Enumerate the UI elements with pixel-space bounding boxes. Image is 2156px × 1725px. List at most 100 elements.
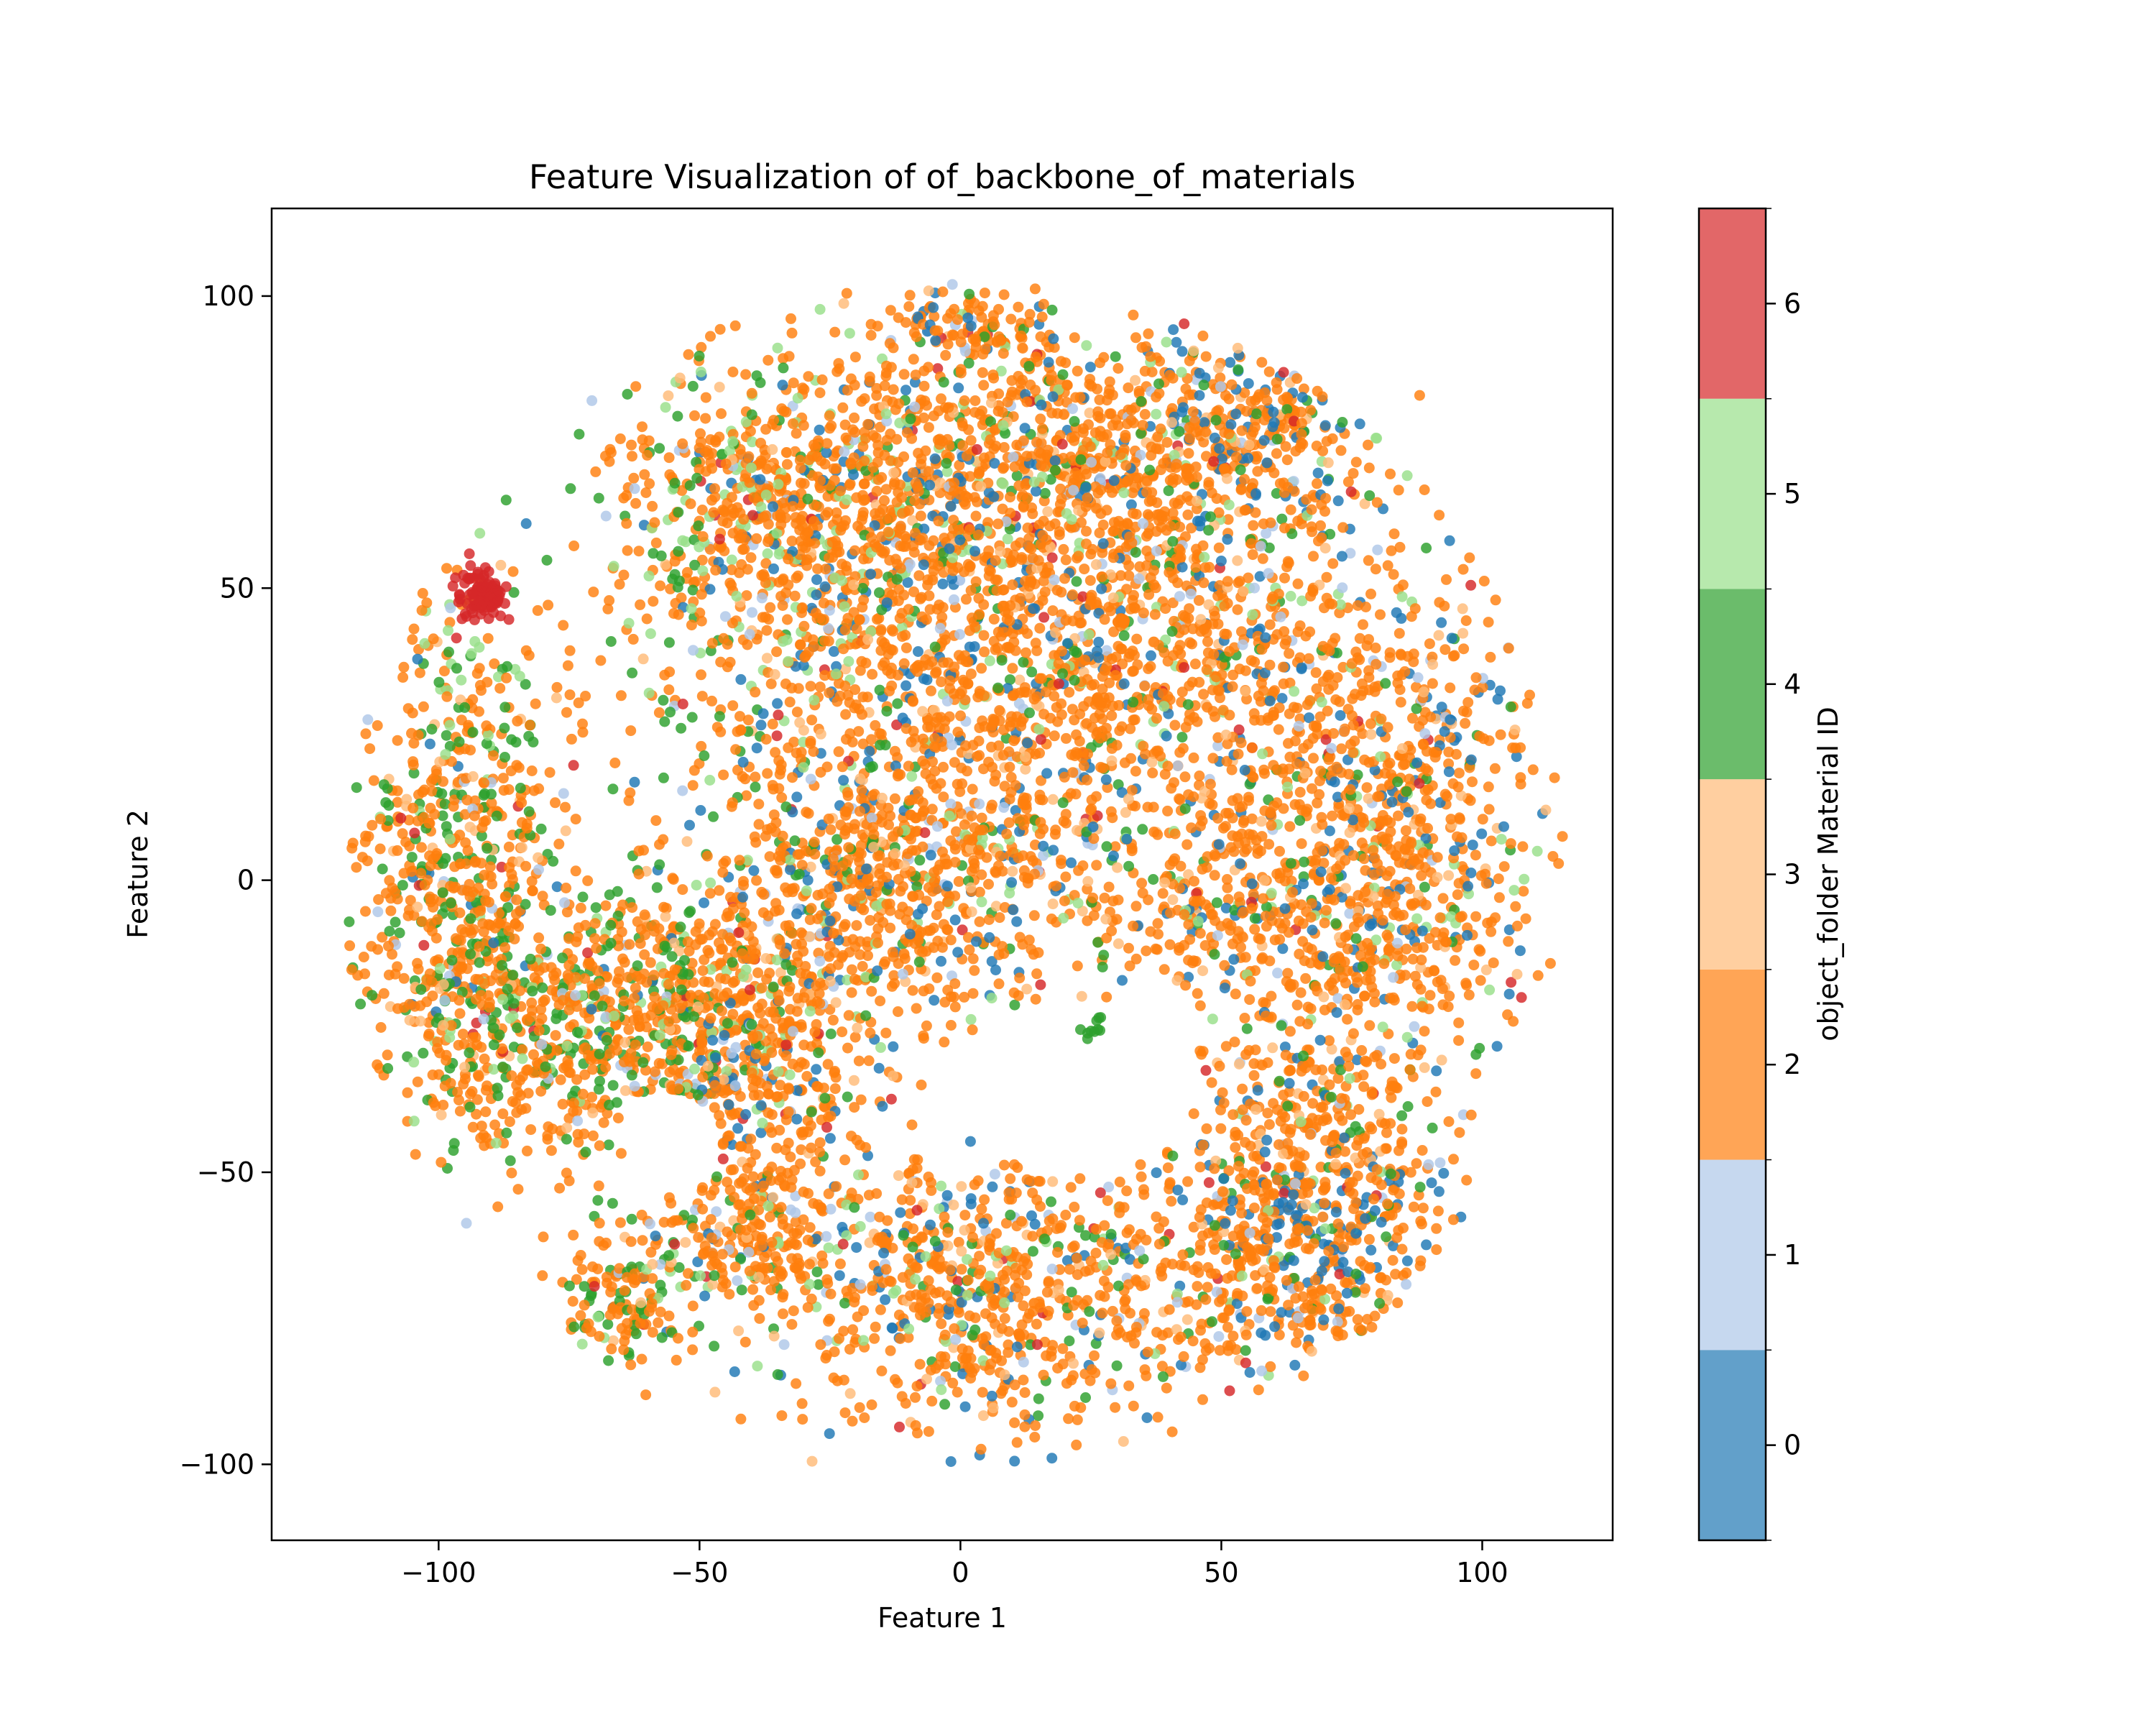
scatter-point (1189, 658, 1201, 670)
scatter-point (1141, 1412, 1153, 1423)
scatter-point (1179, 771, 1191, 783)
scatter-point (834, 1258, 846, 1269)
scatter-point (1336, 551, 1348, 562)
scatter-point (1138, 1308, 1150, 1319)
scatter-point (746, 387, 757, 399)
scatter-point (938, 761, 949, 773)
scatter-point (696, 740, 707, 752)
scatter-point (1192, 988, 1203, 999)
scatter-point (595, 655, 607, 666)
scatter-point (1532, 970, 1544, 981)
scatter-point (1068, 1358, 1079, 1369)
scatter-point (880, 1294, 891, 1305)
scatter-point (752, 967, 764, 978)
scatter-point (1485, 926, 1497, 937)
scatter-point (412, 653, 423, 665)
scatter-point (1296, 595, 1308, 607)
scatter-point (763, 354, 774, 366)
scatter-point (512, 1022, 523, 1034)
scatter-point (945, 1020, 957, 1031)
scatter-point (351, 862, 362, 873)
scatter-point (967, 783, 978, 795)
scatter-point (1106, 710, 1118, 722)
scatter-point (1312, 478, 1322, 489)
scatter-point (1301, 494, 1312, 505)
scatter-point (1081, 525, 1092, 537)
scatter-point (783, 656, 794, 667)
scatter-point (1161, 1382, 1172, 1394)
scatter-point (987, 1181, 998, 1192)
scatter-point (1315, 520, 1326, 531)
scatter-point (1276, 693, 1288, 704)
scatter-point (598, 1117, 609, 1128)
scatter-point (1462, 929, 1473, 941)
scatter-point (844, 479, 855, 491)
scatter-point (1008, 1159, 1020, 1170)
scatter-point (1557, 831, 1568, 842)
scatter-point (1373, 1108, 1385, 1120)
scatter-point (1071, 1439, 1082, 1450)
scatter-point (1031, 1339, 1043, 1351)
scatter-point (1207, 1316, 1217, 1328)
scatter-point (603, 1355, 614, 1366)
scatter-point (704, 775, 716, 786)
scatter-point (1259, 1146, 1271, 1158)
scatter-point (756, 886, 768, 898)
scatter-point (612, 1113, 624, 1123)
scatter-point (1309, 1274, 1321, 1286)
scatter-point (1212, 812, 1223, 824)
scatter-point (681, 836, 693, 847)
scatter-point (894, 1421, 905, 1432)
scatter-point (796, 1273, 807, 1284)
scatter-point (999, 1287, 1010, 1297)
scatter-point (1182, 509, 1194, 520)
scatter-point (441, 821, 452, 832)
scatter-point (629, 776, 640, 788)
scatter-point (1223, 393, 1235, 405)
scatter-point (839, 680, 851, 691)
scatter-point (1030, 993, 1041, 1005)
scatter-point (1265, 517, 1276, 528)
scatter-point (1080, 1392, 1091, 1403)
scatter-point (948, 1200, 959, 1210)
scatter-point (1245, 538, 1257, 549)
scatter-point (1060, 871, 1072, 883)
scatter-point (914, 855, 926, 866)
scatter-point (418, 939, 430, 951)
scatter-point (676, 722, 687, 734)
scatter-point (1319, 1004, 1330, 1016)
scatter-point (791, 1263, 803, 1274)
scatter-point (886, 980, 898, 992)
scatter-point (580, 1146, 591, 1158)
scatter-point (755, 1127, 767, 1138)
scatter-point (1183, 972, 1194, 983)
scatter-point (1079, 564, 1090, 575)
scatter-point (617, 953, 628, 965)
scatter-point (1213, 405, 1225, 416)
scatter-point (1035, 979, 1046, 990)
scatter-point (937, 846, 948, 857)
scatter-point (1067, 1242, 1078, 1253)
scatter-point (1249, 582, 1260, 594)
scatter-point (1344, 1073, 1355, 1084)
scatter-point (781, 459, 793, 470)
scatter-point (592, 1195, 604, 1206)
scatter-point (562, 1055, 573, 1067)
scatter-point (545, 1145, 557, 1156)
scatter-point (791, 707, 803, 718)
scatter-point (1177, 1194, 1189, 1205)
scatter-point (588, 586, 599, 598)
scatter-point (849, 684, 861, 695)
scatter-point (1325, 873, 1337, 884)
scatter-point (1266, 819, 1277, 831)
scatter-point (1391, 850, 1402, 862)
scatter-point (1388, 528, 1400, 540)
scatter-point (505, 1155, 516, 1167)
scatter-point (859, 1412, 870, 1423)
scatter-point (866, 985, 877, 997)
scatter-point (1121, 1185, 1133, 1197)
scatter-point (706, 695, 717, 707)
scatter-point (426, 786, 438, 797)
scatter-point (802, 1234, 814, 1246)
scatter-point (740, 369, 752, 380)
